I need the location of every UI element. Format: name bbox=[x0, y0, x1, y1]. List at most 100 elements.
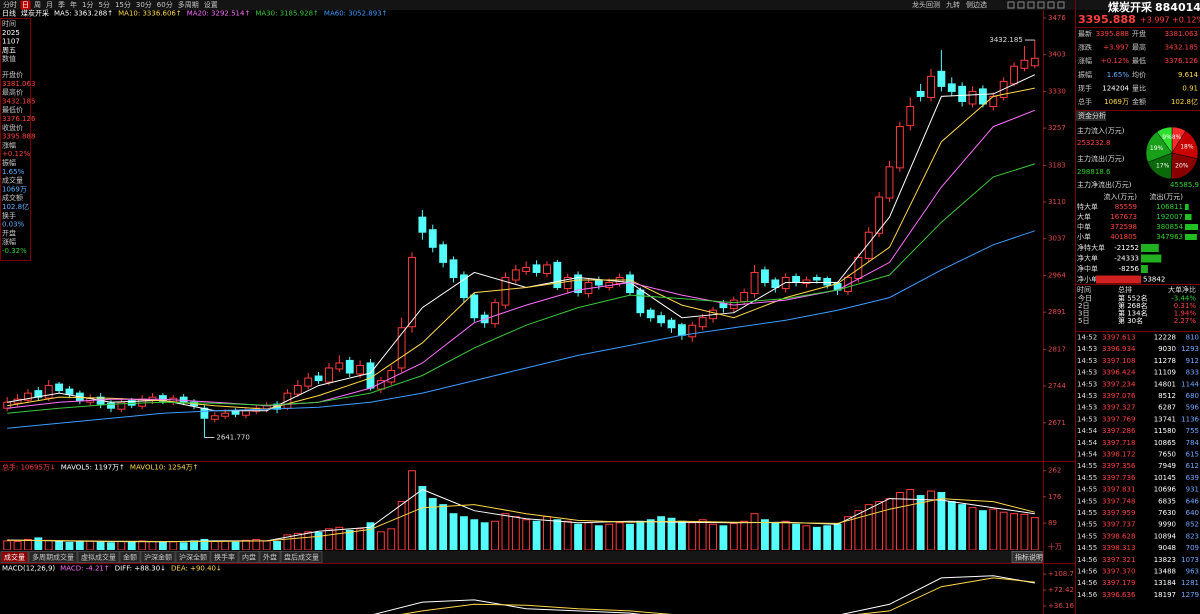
candle-body bbox=[439, 244, 448, 263]
tool-button[interactable]: 侧边选 bbox=[966, 0, 987, 9]
tool-button[interactable]: 龙头回测 bbox=[912, 0, 940, 9]
period-button[interactable]: 日 bbox=[22, 1, 29, 9]
flow-out: 380854 bbox=[1156, 223, 1183, 231]
tick-time: 14:53 bbox=[1077, 392, 1097, 400]
candle-body bbox=[491, 302, 499, 325]
net-label: 净中单 bbox=[1077, 264, 1098, 273]
flow-in: 167673 bbox=[1110, 213, 1137, 221]
volume-bar bbox=[34, 537, 43, 550]
tab[interactable]: 金额 bbox=[123, 553, 137, 562]
tab[interactable]: 内盘 bbox=[242, 553, 256, 562]
candle-body bbox=[1020, 59, 1029, 69]
candle-body bbox=[428, 229, 437, 248]
period-button[interactable]: 月 bbox=[46, 1, 53, 9]
candle-body bbox=[719, 303, 728, 309]
net-label: 净特大单 bbox=[1077, 243, 1105, 252]
icon[interactable] bbox=[1027, 1, 1035, 9]
tab[interactable]: 沪深全额 bbox=[179, 553, 207, 562]
tick-price: 3397.076 bbox=[1102, 392, 1136, 400]
tool-button[interactable]: 九转 bbox=[946, 0, 960, 9]
tick-volume: 10145 bbox=[1154, 474, 1176, 482]
tick-time: 14:54 bbox=[1077, 439, 1098, 447]
candle-body bbox=[24, 392, 32, 401]
flow-in: 401805 bbox=[1110, 233, 1137, 241]
volume-bar bbox=[397, 501, 406, 550]
volume-bar bbox=[532, 520, 541, 550]
rank: 第 552名 bbox=[1118, 294, 1148, 303]
volume-bar bbox=[605, 523, 614, 550]
y-tick-label: +108.7 bbox=[1048, 570, 1074, 578]
icon[interactable] bbox=[1017, 1, 1025, 9]
legend-entry: MA20: 3292.514↑ bbox=[187, 10, 251, 18]
period-button[interactable]: 30分 bbox=[136, 0, 152, 9]
period-button[interactable]: 5分 bbox=[98, 0, 109, 9]
volume-bar bbox=[304, 531, 313, 550]
quote-value: +0.12% bbox=[1101, 57, 1129, 65]
period-button[interactable]: 60分 bbox=[157, 0, 173, 9]
tick-price: 3398.172 bbox=[1102, 451, 1135, 459]
volume-bar bbox=[44, 539, 53, 550]
period-button[interactable]: 1分 bbox=[82, 0, 93, 9]
tick-time: 14:53 bbox=[1077, 369, 1097, 377]
period-button[interactable]: 周 bbox=[34, 1, 41, 9]
ma-line bbox=[7, 87, 1035, 410]
pie-slice bbox=[1145, 131, 1173, 163]
tick-price: 3397.769 bbox=[1102, 415, 1135, 423]
pie-label: 17% bbox=[1156, 163, 1170, 170]
period-button[interactable]: 设置 bbox=[204, 0, 218, 9]
tab[interactable]: 成交量 bbox=[4, 553, 25, 562]
icon[interactable] bbox=[1057, 1, 1065, 9]
y-tick-label: 176 bbox=[1048, 493, 1062, 501]
icon[interactable] bbox=[1007, 1, 1015, 9]
candle-body bbox=[397, 327, 406, 369]
tick-time: 14:55 bbox=[1077, 486, 1097, 494]
candle-body bbox=[927, 75, 935, 98]
candle-body bbox=[761, 269, 769, 283]
volume-bar bbox=[574, 523, 583, 550]
icon[interactable] bbox=[1047, 1, 1055, 9]
candle-body bbox=[895, 126, 904, 169]
flow-out: 347963 bbox=[1156, 233, 1183, 241]
net-value: -8256 bbox=[1119, 265, 1140, 273]
flow-label: 中单 bbox=[1077, 222, 1091, 231]
tick-price: 3396.636 bbox=[1102, 591, 1136, 599]
tab[interactable]: 沪深金额 bbox=[144, 553, 172, 562]
tab[interactable]: 虚拟成交量 bbox=[81, 553, 116, 562]
tick-volume: 10894 bbox=[1154, 532, 1177, 540]
tab[interactable]: 外盘 bbox=[263, 553, 277, 562]
volume-bar bbox=[833, 523, 842, 550]
volume-bar bbox=[439, 504, 448, 550]
tick-time: 14:55 bbox=[1077, 462, 1097, 470]
volume-bar bbox=[138, 540, 147, 550]
candle-body bbox=[449, 259, 458, 278]
stock-name: 煤炭开采 bbox=[1108, 0, 1153, 14]
info-line: 1069万 bbox=[2, 185, 27, 193]
volume-bar bbox=[1010, 513, 1018, 550]
period-button[interactable]: 年 bbox=[70, 0, 77, 9]
icon[interactable] bbox=[1037, 1, 1045, 9]
volume-bar bbox=[169, 541, 178, 550]
quote-label: 开盘 bbox=[1132, 29, 1146, 38]
volume-bar bbox=[937, 492, 946, 550]
period-button[interactable]: 15分 bbox=[115, 0, 131, 9]
tick-count: 709 bbox=[1186, 544, 1199, 552]
tab-bg bbox=[259, 551, 281, 563]
tab[interactable]: 换手率 bbox=[214, 553, 235, 562]
fund-tab[interactable]: 资金分析 bbox=[1078, 111, 1106, 120]
help-button[interactable]: 指标说明 bbox=[1015, 553, 1043, 562]
candle-body bbox=[55, 383, 64, 392]
info-line: 3395.888 bbox=[2, 133, 35, 141]
rank-header: 总排 bbox=[1118, 285, 1132, 294]
info-line: 3376.126 bbox=[2, 115, 36, 123]
net-value: -21252 bbox=[1114, 244, 1139, 252]
tab[interactable]: 多周期成交量 bbox=[32, 553, 74, 562]
flow-in: 85559 bbox=[1115, 203, 1137, 211]
y-tick-label: 2671 bbox=[1048, 419, 1066, 427]
tab[interactable]: 盘后成交量 bbox=[284, 553, 319, 562]
period-button[interactable]: 多周期 bbox=[178, 0, 199, 9]
window-icons bbox=[1007, 1, 1065, 9]
period-button[interactable]: 季 bbox=[58, 0, 65, 9]
tick-count: 615 bbox=[1186, 451, 1199, 459]
period-button[interactable]: 分时 bbox=[3, 0, 17, 9]
volume-bar bbox=[709, 523, 717, 550]
